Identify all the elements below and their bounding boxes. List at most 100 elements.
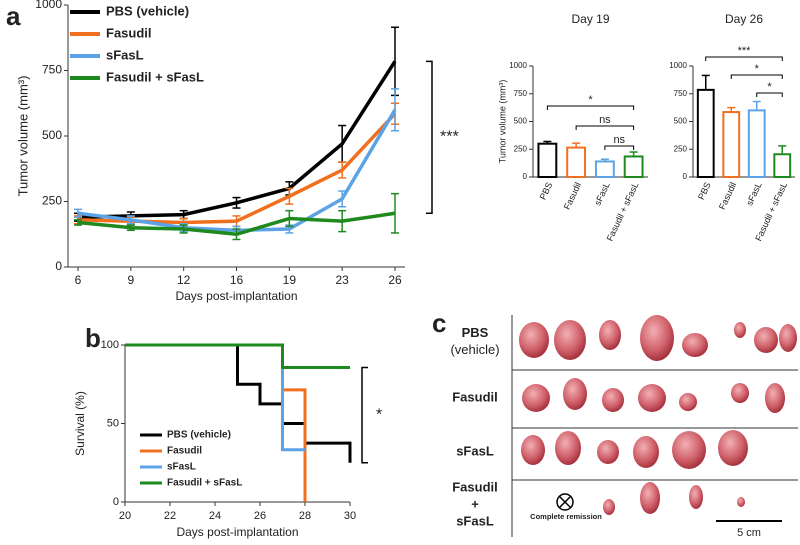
significance-bracket [361,366,368,464]
bar [623,155,644,178]
error-bar [391,26,399,97]
significance-bracket [730,74,783,79]
row-label: sFasL [456,443,494,458]
series-line [77,60,397,219]
x-tick-label: 26 [388,273,402,287]
y-axis-label: Tumor volume (mm³) [497,80,507,164]
error-bar [179,224,188,234]
x-tick-label: 28 [299,510,311,522]
row-label: + [471,496,479,511]
error-bar [778,145,787,155]
y-tick-label: 1000 [35,0,62,11]
tumor [737,497,745,507]
tumor [682,333,708,357]
error-bar [338,190,347,208]
significance-label: * [767,81,772,93]
tumor [522,384,550,412]
y-tick-label: 250 [42,194,62,208]
tumor [718,430,748,466]
bar [537,142,558,178]
error-bar [232,196,241,209]
y-tick-label: 1000 [509,61,527,70]
tumor [689,485,703,509]
y-tick-label: 1000 [669,61,687,70]
tumor [633,436,659,468]
y-tick-label: 500 [514,117,528,126]
bar [722,111,741,178]
chart-title: Day 26 [725,12,763,26]
significance-label: *** [738,45,752,57]
tumor [521,435,545,465]
survival-curve [125,343,350,369]
error-bar [572,142,581,148]
tumor [734,322,746,338]
error-bar [701,74,710,90]
bar [773,153,792,178]
error-bar [338,124,347,163]
x-tick-label: Fasudil [562,181,583,212]
significance-label: ns [613,134,625,146]
row-label: Fasudil [452,479,498,494]
error-bar [126,224,135,232]
panel-label: a [6,1,21,31]
significance-bracket [756,92,783,97]
x-tick-label: Fasudil [717,181,738,212]
significance-label: ns [599,114,611,126]
error-bar [727,106,736,113]
x-tick-label: 19 [283,273,297,287]
row-label: (vehicle) [450,342,499,357]
significance-bracket [604,145,635,150]
x-tick-label: 23 [335,273,349,287]
tumor [765,383,785,413]
x-tick-label: sFasL [744,181,763,207]
x-tick-label: 20 [119,510,131,522]
y-tick-label: 100 [101,339,119,351]
x-tick-label: 30 [344,510,356,522]
significance-bracket [546,105,635,110]
y-axis-label: Tumor volume (mm³) [15,76,30,197]
error-bar [74,219,82,226]
x-tick-label: 9 [127,273,134,287]
y-tick-label: 500 [674,117,688,126]
bar [566,146,587,179]
error-bar [543,140,552,144]
x-tick-label: PBS [696,181,713,202]
remission-icon [558,495,572,509]
y-tick-label: 0 [113,496,119,508]
y-tick-label: 50 [107,417,119,429]
y-tick-label: 250 [674,144,688,153]
error-bar [338,209,347,233]
y-tick-label: 0 [683,172,688,181]
bar [747,109,766,178]
x-tick-label: sFasL [592,181,611,207]
significance-label: *** [440,129,459,146]
legend-label: PBS (vehicle) [167,430,231,441]
y-tick-label: 750 [674,89,688,98]
row-label: sFasL [456,513,494,528]
scale-label: 5 cm [737,527,761,539]
legend-label: Fasudil + sFasL [106,69,204,84]
y-tick-label: 0 [55,259,62,273]
chart-title: Day 19 [571,12,609,26]
tumor [554,320,586,360]
tumor [640,315,674,361]
row-label: PBS [462,325,489,340]
error-bar [391,88,399,132]
x-tick-label: PBS [538,181,555,202]
x-tick-label: Fasudil + sFasL [605,181,641,243]
tumor [679,393,697,411]
tumor [779,324,797,352]
significance-bracket [575,125,635,130]
note: Complete remission [530,512,602,521]
tumor [731,383,749,403]
y-tick-label: 500 [42,128,62,142]
row-label: Fasudil [452,389,498,404]
error-bar [752,100,761,111]
y-tick-label: 750 [514,89,528,98]
x-tick-label: 16 [230,273,244,287]
legend-label: sFasL [167,462,196,473]
x-tick-label: 22 [164,510,176,522]
remission-icon [556,493,574,511]
x-axis-label: Days post-implantation [176,525,298,539]
